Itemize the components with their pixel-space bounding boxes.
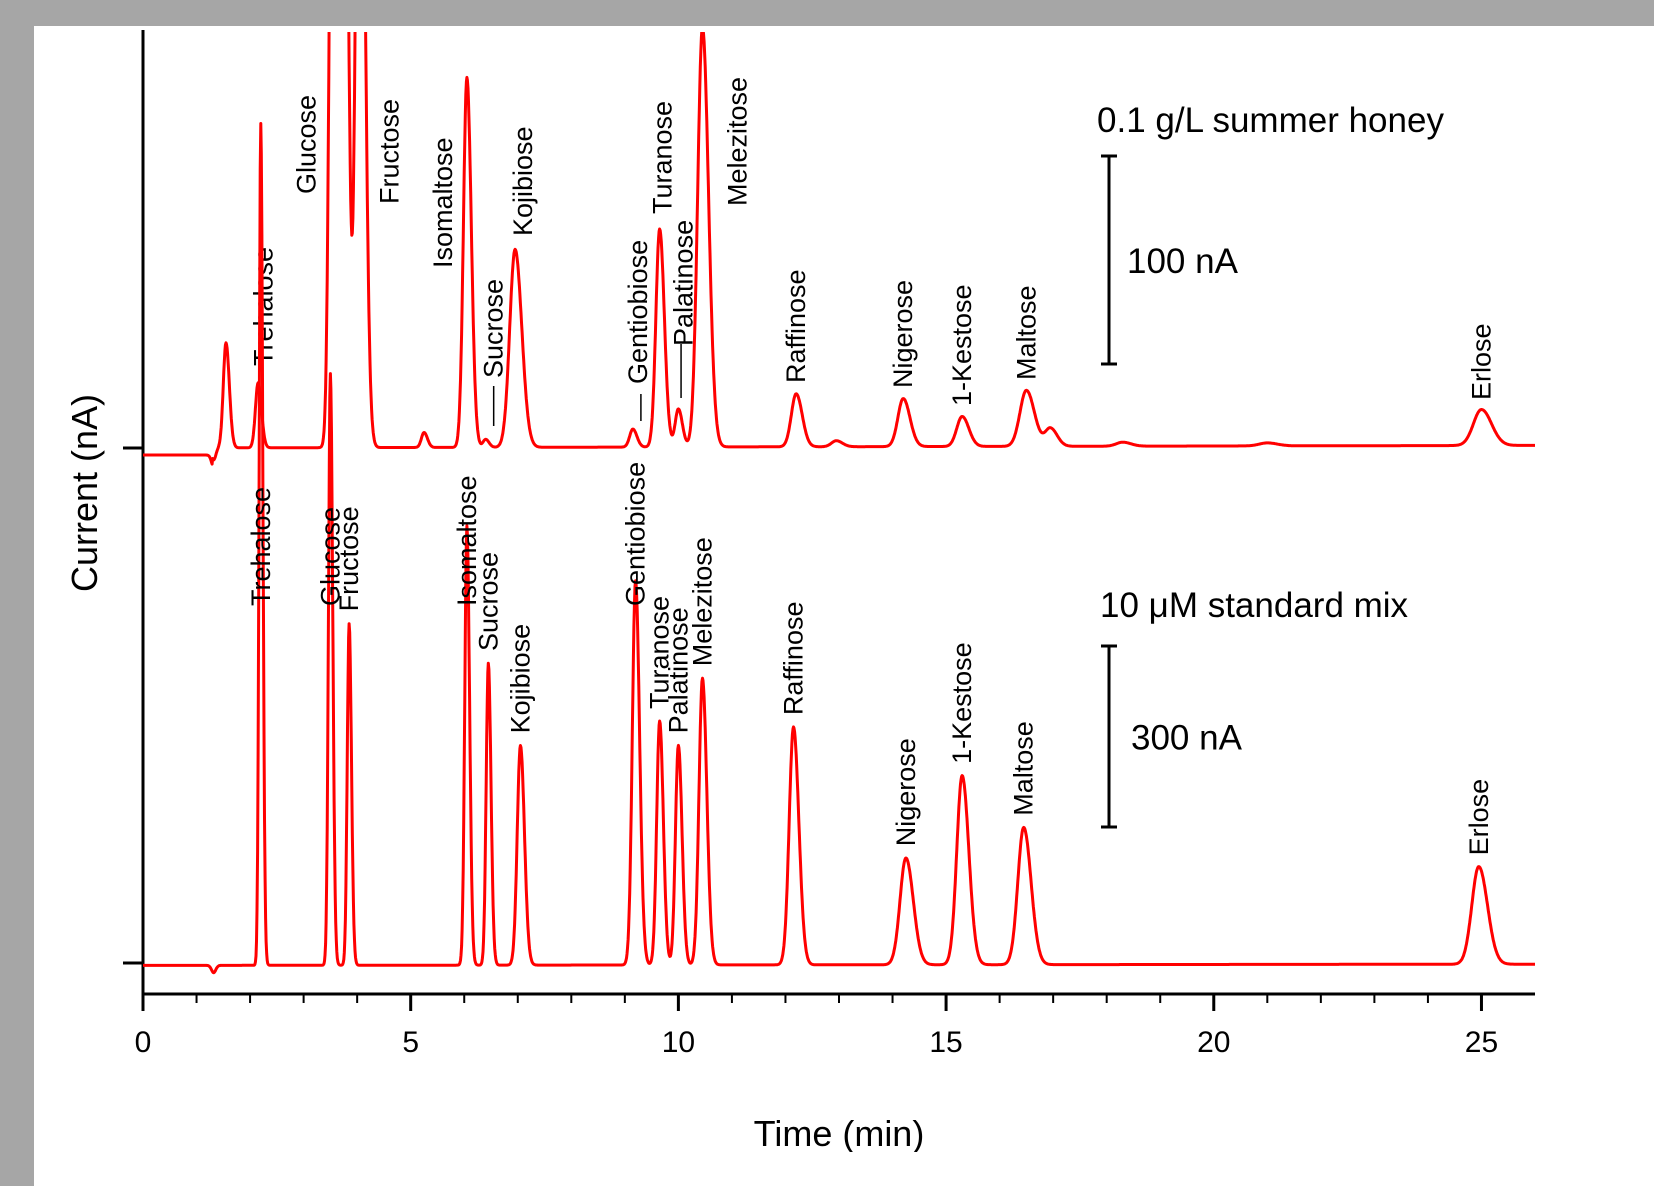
peak-label: Turanose xyxy=(647,101,677,214)
x-tick-label: 20 xyxy=(1197,1026,1230,1059)
panel-title: 0.1 g/L summer honey xyxy=(1097,101,1444,140)
y-axis-title: Current (nA) xyxy=(64,394,105,592)
peak-label: Maltose xyxy=(1009,721,1039,816)
peak-label: Isomaltose xyxy=(428,137,458,268)
peak-label: Kojibiose xyxy=(508,126,538,236)
peak-label: Fructose xyxy=(374,99,404,204)
panel-title: 10 μM standard mix xyxy=(1100,586,1409,625)
peak-label: Isomaltose xyxy=(452,475,482,606)
peak-label: Melezitose xyxy=(722,77,752,206)
peak-label: Raffinose xyxy=(781,269,811,383)
standard-trace xyxy=(142,122,1536,975)
scale-bar-label: 100 nA xyxy=(1127,242,1239,281)
peak-label: Nigerose xyxy=(891,738,921,846)
peak-label: Erlose xyxy=(1467,323,1497,400)
x-axis-title: Time (min) xyxy=(754,1113,925,1152)
peak-label: Gentiobiose xyxy=(623,240,653,384)
x-tick-label: 25 xyxy=(1465,1026,1498,1059)
peak-label: Nigerose xyxy=(888,280,918,388)
peak-label: Raffinose xyxy=(779,602,809,716)
peak-label: Palatinose xyxy=(669,220,699,346)
peak-label: Glucose xyxy=(315,507,345,606)
peak-label: Erlose xyxy=(1464,779,1494,856)
peak-label: Trehalose xyxy=(246,487,276,606)
x-tick-label: 15 xyxy=(929,1026,962,1059)
peak-label: Gentiobiose xyxy=(621,462,651,606)
scale-bar-label: 300 nA xyxy=(1131,719,1243,758)
chart-frame: 0 5 10 15 20 25 Time (min) Current (nA) Trehalos… xyxy=(34,26,1654,1186)
x-tick-label: 10 xyxy=(662,1026,695,1059)
peak-label: 1-Kestose xyxy=(947,642,977,764)
peak-label: Palatinose xyxy=(663,607,693,733)
x-tick-label: 0 xyxy=(135,1026,152,1059)
peak-label: Kojibiose xyxy=(505,624,535,734)
peak-label: Sucrose xyxy=(473,552,503,651)
peak-label: 1-Kestose xyxy=(947,284,977,406)
x-tick-label: 5 xyxy=(402,1026,419,1059)
chromatogram-chart: 0 5 10 15 20 25 Time (min) Current (nA) Trehalos… xyxy=(64,30,1536,1152)
peak-label: Turanose xyxy=(645,596,675,709)
peak-label: Fructose xyxy=(334,506,364,611)
peak-label: Glucose xyxy=(291,95,321,194)
peak-label: Melezitose xyxy=(688,537,718,666)
honey-trace xyxy=(142,32,1536,466)
peak-label: Sucrose xyxy=(479,279,509,378)
peak-label: Maltose xyxy=(1011,285,1041,380)
